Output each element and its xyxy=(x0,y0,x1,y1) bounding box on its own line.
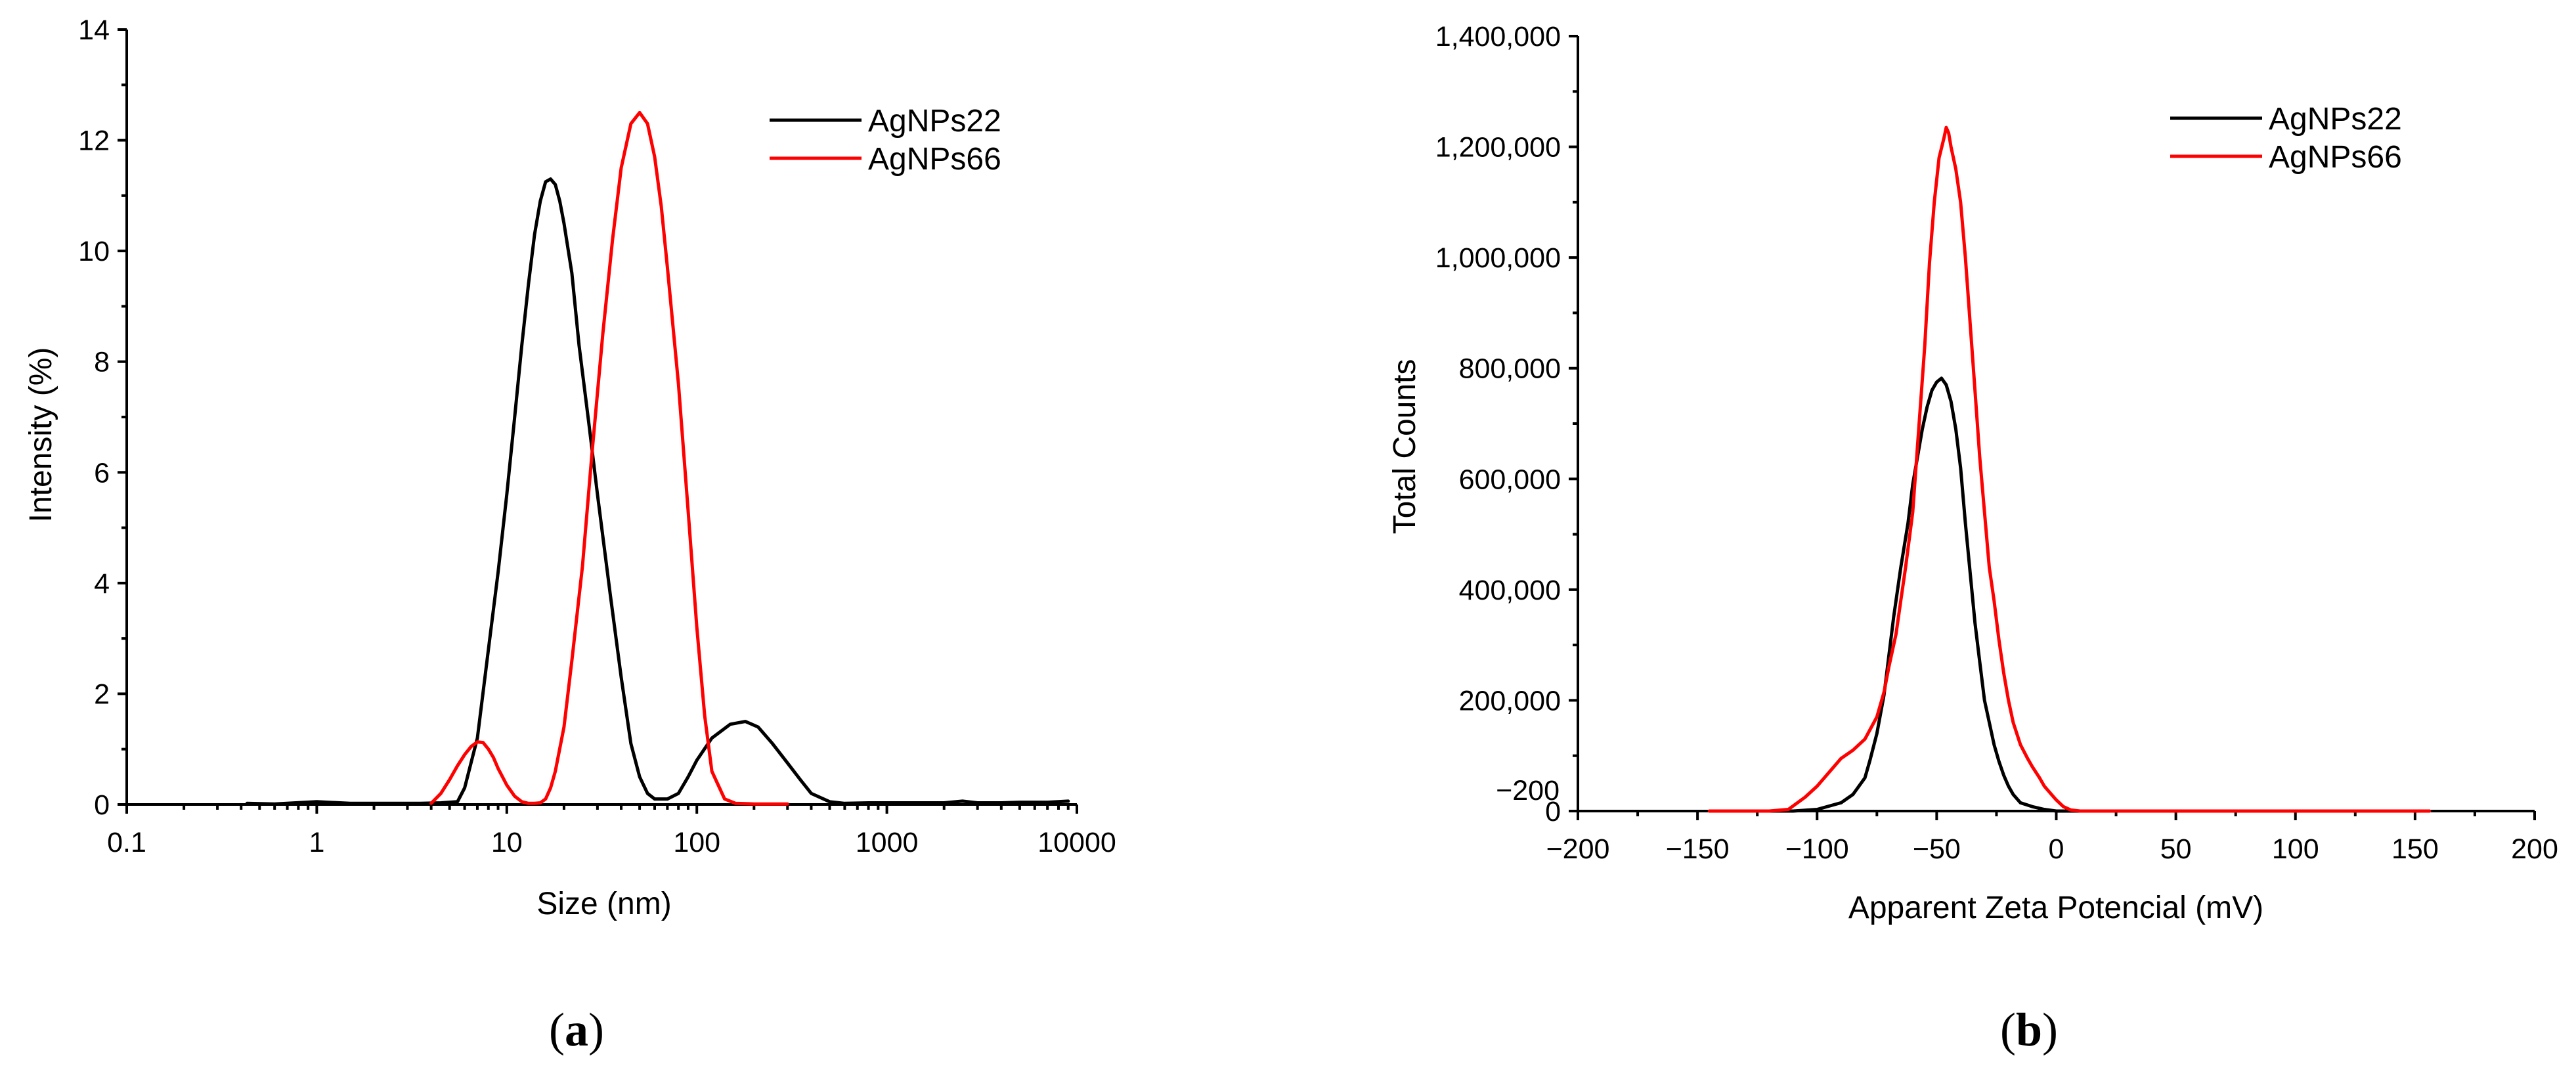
panel-b-y-tick-label: 600,000 xyxy=(1459,464,1561,495)
panel-a-y-tick-label: 8 xyxy=(94,347,110,378)
panel-a-y-tick-label: 2 xyxy=(94,678,110,710)
panel-b-ticks: 0 200,000 400,000 600,000 800,000 1,000,000 1,… xyxy=(1435,21,2558,865)
panel-b-x-tick-label: 150 xyxy=(2391,833,2439,865)
panel-b-x-tick-label: 0 xyxy=(2049,833,2064,865)
panel-b-legend-agnps66-label: AgNPs66 xyxy=(2269,140,2402,175)
panel-a-x-axis-title: Size (nm) xyxy=(536,887,671,921)
panel-a-y-tick-label: 4 xyxy=(94,568,110,600)
panel-b-x-axis-title: Apparent Zeta Potencial (mV) xyxy=(1848,891,2263,925)
panel-b-y-axis-title: Total Counts xyxy=(1387,359,1422,535)
panel-a-x-tick-label: 1 xyxy=(309,827,324,858)
panel-a-ticks: 0 2 4 6 8 10 12 14 0.1 1 10 100 1000 10000 xyxy=(78,14,1116,858)
panel-b-label: (b) xyxy=(2000,1003,2058,1056)
panel-b-chart: 0 200,000 400,000 600,000 800,000 1,000,000 1,… xyxy=(1387,21,2558,1056)
panel-b-y-tick-label: 1,000,000 xyxy=(1435,242,1561,274)
panel-b-y-tick-label: 200,000 xyxy=(1459,685,1561,716)
panel-a-y-axis-title: Intensity (%) xyxy=(24,347,58,523)
panel-b-x-tick-label: 100 xyxy=(2272,833,2319,865)
panel-a-x-tick-label: 1000 xyxy=(856,827,919,858)
panel-b-y-tick-label: 800,000 xyxy=(1459,353,1561,385)
panel-b-y-tick-label: 0 xyxy=(1545,796,1561,827)
panel-b-series-agnps66-line xyxy=(1707,125,2432,813)
panel-a-x-tick-label: 0.1 xyxy=(107,827,146,858)
panel-b-series-agnps22-line xyxy=(1707,376,2432,813)
panel-a-legend-agnps66-label: AgNPs66 xyxy=(868,142,1001,177)
panel-b-series xyxy=(1707,125,2432,813)
panel-b-y-tick-label: 1,400,000 xyxy=(1435,21,1561,53)
panel-b-x-tick-label: −50 xyxy=(1913,833,1961,865)
panel-b-x-tick-label: 200 xyxy=(2511,833,2558,865)
panel-a-series-agnps66-line xyxy=(429,110,789,806)
panel-b-x-tick-label: −100 xyxy=(1785,833,1849,865)
panel-a-legend-agnps22-label: AgNPs22 xyxy=(868,104,1001,139)
panel-b-extra-label: −200 xyxy=(1496,775,1560,806)
panel-a-y-tick-label: 6 xyxy=(94,457,110,489)
panel-a-y-tick-label: 12 xyxy=(78,125,110,157)
panel-b-legend-agnps22-label: AgNPs22 xyxy=(2269,102,2402,137)
panel-b-x-tick-label: −200 xyxy=(1546,833,1610,865)
panel-b-letter: b xyxy=(2016,1003,2042,1056)
panel-a-series-agnps22-line xyxy=(245,177,1070,806)
panel-a-y-tick-label: 0 xyxy=(94,789,110,821)
panel-b-y-tick-label: 400,000 xyxy=(1459,575,1561,606)
panel-b-y-tick-label: 1,200,000 xyxy=(1435,132,1561,164)
panel-a-x-tick-label: 10 xyxy=(491,827,523,858)
panel-a-x-tick-label: 10000 xyxy=(1037,827,1116,858)
panel-a-label: (a) xyxy=(549,1003,604,1056)
panel-a-letter: a xyxy=(565,1003,588,1056)
panel-a-x-tick-label: 100 xyxy=(673,827,720,858)
panel-a-y-tick-label: 10 xyxy=(78,236,110,267)
panel-b-x-tick-label: −150 xyxy=(1666,833,1730,865)
panel-a-y-tick-label: 14 xyxy=(78,14,110,46)
panel-a-series xyxy=(245,110,1070,806)
panel-b-x-tick-label: 50 xyxy=(2160,833,2192,865)
